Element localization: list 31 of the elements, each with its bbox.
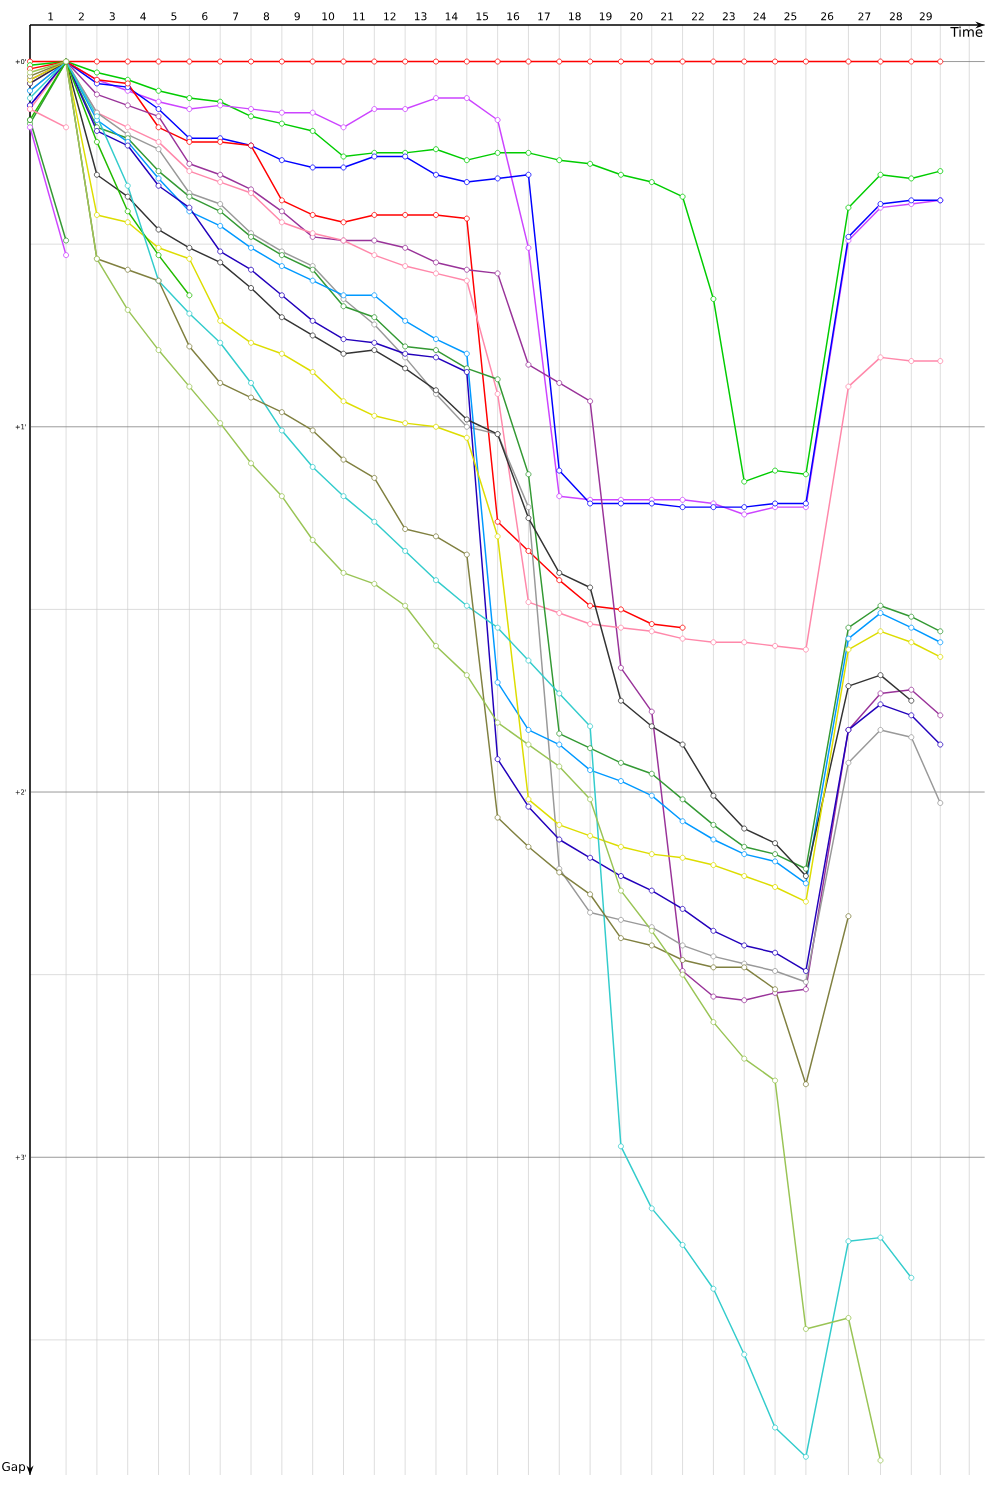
- x-tick-label: 28: [889, 12, 902, 21]
- x-tick-label: 29: [919, 12, 932, 21]
- x-tick-label: 9: [294, 12, 300, 21]
- x-tick-label: 4: [140, 12, 146, 21]
- x-tick-label: 19: [599, 12, 612, 21]
- x-tick-label: 3: [109, 12, 115, 21]
- x-tick-label: 21: [661, 12, 673, 21]
- x-tick-label: 24: [753, 12, 766, 21]
- x-tick-label: 12: [384, 12, 396, 21]
- x-tick-label: 1: [48, 12, 54, 21]
- x-tick-label: 17: [538, 12, 550, 21]
- x-tick-label: 15: [476, 12, 489, 21]
- x-tick-label: 2: [78, 12, 84, 21]
- x-tick-label: 23: [722, 12, 735, 21]
- x-tick-label: 7: [233, 12, 239, 21]
- x-tick-label: 10: [322, 12, 335, 21]
- x-tick-label: 26: [821, 12, 834, 21]
- y-axis-title: Gap: [2, 1462, 26, 1474]
- x-tick-label: 20: [630, 12, 643, 21]
- x-tick-label: 14: [445, 12, 458, 21]
- x-tick-label: 18: [569, 12, 581, 21]
- x-tick-label: 8: [263, 12, 270, 21]
- x-tick-label: 6: [202, 12, 208, 21]
- x-tick-label: 22: [691, 12, 704, 21]
- x-tick-label: 25: [784, 12, 797, 21]
- x-tick-label: 11: [353, 12, 365, 21]
- x-tick-label: 16: [507, 12, 520, 21]
- x-tick-label: 13: [414, 12, 427, 21]
- x-tick-label: 27: [858, 12, 871, 21]
- x-tick-label: 5: [171, 12, 177, 21]
- x-axis-title: Time: [950, 26, 983, 37]
